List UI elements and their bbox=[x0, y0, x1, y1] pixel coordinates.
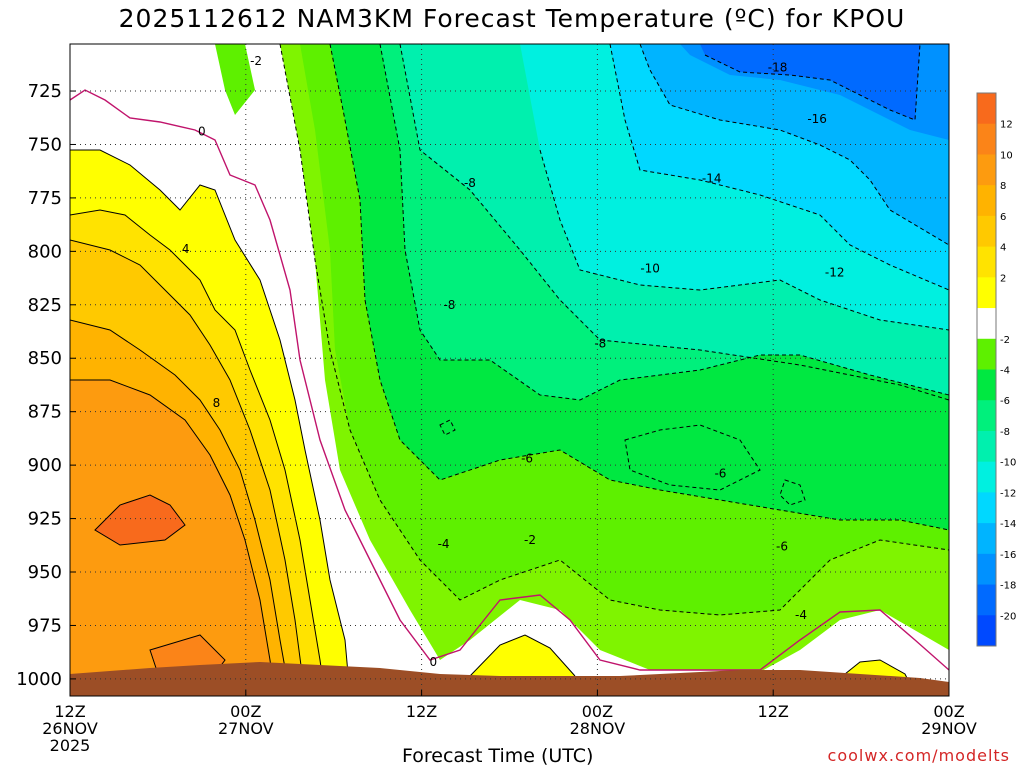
contour-label: -18 bbox=[768, 61, 788, 75]
colorbar-label: -20 bbox=[1000, 611, 1016, 622]
zero-contours bbox=[70, 89, 949, 671]
x-tick-label: 29NOV bbox=[921, 719, 977, 738]
contour-label: -16 bbox=[807, 112, 827, 126]
colorbar-swatch bbox=[977, 277, 996, 309]
chart-title: 2025112612 NAM3KM Forecast Temperature (… bbox=[118, 4, 906, 33]
colorbar-swatch bbox=[977, 492, 996, 524]
contour-label: 4 bbox=[182, 242, 190, 256]
x-tick-label: 12Z bbox=[758, 702, 789, 721]
colorbar-swatch bbox=[977, 584, 996, 616]
colorbar: 12 10 8 6 4 2 -2 -4 -6 -8 -10 -12 -14 -16 -18 -20 bbox=[976, 92, 1016, 647]
y-tick-label: 775 bbox=[28, 188, 62, 209]
colorbar-label: 8 bbox=[1000, 181, 1006, 192]
y-tick-label: 875 bbox=[28, 402, 62, 423]
contour-label: -8 bbox=[443, 298, 455, 312]
colorbar-swatch bbox=[977, 400, 996, 432]
band-top-lobe bbox=[215, 44, 255, 115]
x-tick-label: 12Z bbox=[54, 702, 85, 721]
colorbar-label: -8 bbox=[1000, 427, 1010, 438]
band-surface-lobe-1 bbox=[470, 635, 575, 676]
colorbar-swatch bbox=[977, 123, 996, 155]
y-tick-label: 750 bbox=[28, 134, 62, 155]
contour-label: -4 bbox=[438, 537, 450, 551]
y-tick-label: 975 bbox=[28, 615, 62, 636]
y-tick-label: 825 bbox=[28, 295, 62, 316]
colorbar-swatch bbox=[977, 369, 996, 401]
colorbar-label: -16 bbox=[1000, 550, 1016, 561]
colorbar-swatch bbox=[977, 615, 996, 647]
contour-label: 0 bbox=[429, 655, 437, 669]
contour-label: -10 bbox=[640, 261, 660, 275]
colorbar-swatch bbox=[977, 246, 996, 278]
colorbar-label: -2 bbox=[1000, 335, 1010, 346]
colorbar-label: -18 bbox=[1000, 581, 1016, 592]
contour-labels: -2 0 4 8 -8 -8 -10 -12 -14 -16 -18 -8 -6 -6 -6 -4 -2 -4 0 bbox=[182, 54, 845, 669]
contour-label: 0 bbox=[198, 125, 206, 139]
colorbar-swatch bbox=[977, 215, 996, 248]
colorbar-label: 12 bbox=[1000, 120, 1013, 131]
colorbar-swatch bbox=[977, 185, 996, 217]
colorbar-label: 6 bbox=[1000, 212, 1006, 223]
y-tick-label: 1000 bbox=[16, 669, 62, 690]
x-axis-title: Forecast Time (UTC) bbox=[402, 745, 594, 767]
contour-label: -8 bbox=[464, 176, 476, 190]
colorbar-swatch bbox=[977, 430, 996, 463]
credit-text: coolwx.com/modelts bbox=[827, 746, 1010, 765]
x-tick-label: 2025 bbox=[50, 736, 91, 755]
y-tick-label: 850 bbox=[28, 348, 62, 369]
contour-label: -2 bbox=[524, 533, 536, 547]
y-tick-label: 800 bbox=[28, 241, 62, 262]
colorbar-swatch bbox=[977, 523, 996, 555]
colorbar-label: 4 bbox=[1000, 243, 1006, 254]
contour-label: -8 bbox=[594, 336, 606, 350]
colorbar-swatch bbox=[977, 93, 996, 125]
colorbar-swatch bbox=[977, 154, 996, 186]
contour-label: -6 bbox=[714, 467, 726, 481]
negative-contours bbox=[279, 44, 949, 616]
colorbar-label: -4 bbox=[1000, 366, 1010, 377]
terrain bbox=[70, 662, 949, 696]
y-axis: 725 750 775 800 825 850 875 900 925 950 975 1000 bbox=[16, 81, 76, 690]
y-tick-label: 725 bbox=[28, 81, 62, 102]
colorbar-label: -10 bbox=[1000, 458, 1016, 469]
x-tick-label: 00Z bbox=[933, 702, 964, 721]
contour-label: -14 bbox=[702, 172, 722, 186]
x-tick-label: 26NOV bbox=[42, 719, 98, 738]
y-tick-label: 925 bbox=[28, 509, 62, 530]
plot-area: -2 0 4 8 -8 -8 -10 -12 -14 -16 -18 -8 -6 -6 -6 -4 -2 -4 0 bbox=[70, 44, 949, 696]
colorbar-swatch bbox=[977, 308, 996, 340]
colorbar-swatch bbox=[977, 338, 996, 370]
colorbar-swatch bbox=[977, 461, 996, 493]
x-tick-label: 12Z bbox=[406, 702, 437, 721]
band-minus-22 bbox=[700, 44, 920, 120]
colorbar-label: 10 bbox=[1000, 150, 1013, 161]
plot-frame bbox=[69, 43, 950, 697]
colorbar-label: 2 bbox=[1000, 273, 1006, 284]
colorbar-label: -6 bbox=[1000, 396, 1010, 407]
colorbar-swatch bbox=[977, 553, 996, 586]
contour-label: -6 bbox=[521, 452, 533, 466]
contour-label: 8 bbox=[213, 396, 221, 410]
y-tick-label: 950 bbox=[28, 562, 62, 583]
colorbar-label: -14 bbox=[1000, 519, 1016, 530]
x-tick-label: 00Z bbox=[582, 702, 613, 721]
x-tick-label: 00Z bbox=[230, 702, 261, 721]
x-tick-label: 27NOV bbox=[218, 719, 274, 738]
positive-contours bbox=[70, 149, 909, 696]
contour-label: -2 bbox=[250, 54, 262, 68]
colorbar-label: -12 bbox=[1000, 488, 1016, 499]
gridlines bbox=[70, 44, 949, 696]
colorbar-frame bbox=[976, 92, 997, 647]
contour-label: -12 bbox=[825, 266, 845, 280]
contour-label: -6 bbox=[776, 539, 788, 553]
x-tick-label: 28NOV bbox=[570, 719, 626, 738]
y-tick-label: 900 bbox=[28, 455, 62, 476]
contour-label: -4 bbox=[795, 608, 807, 622]
band-plus-10 bbox=[70, 380, 275, 696]
